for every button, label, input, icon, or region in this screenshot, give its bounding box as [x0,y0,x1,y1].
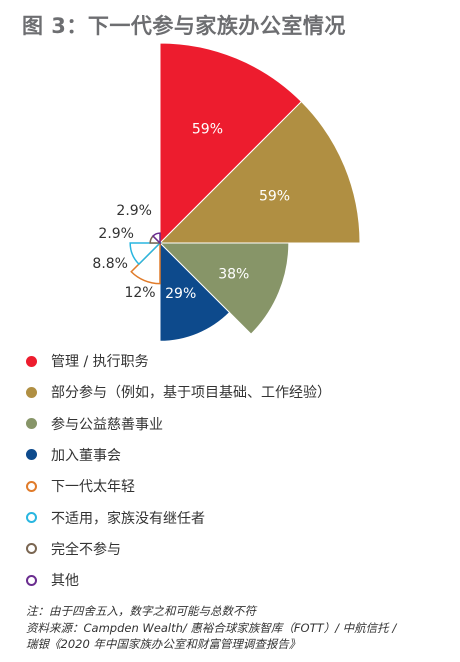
legend-marker-icon [26,386,37,398]
data-label-8: 2.9% [116,203,152,219]
legend-marker-icon [26,543,37,555]
legend-item-5: 下一代太年轻 [26,475,135,497]
legend-label: 部分参与（例如，基于项目基础、工作经验） [51,385,331,402]
legend-label: 参与公益慈善事业 [51,416,163,433]
legend-item-2: 部分参与（例如，基于项目基础、工作经验） [26,381,331,403]
note-rounding: 注：由于四舍五入，数字之和可能与总数不符 [26,604,256,618]
legend-item-3: 参与公益慈善事业 [26,413,163,435]
legend-marker-icon [26,480,37,492]
data-label-5: 12% [124,285,155,301]
pie-slice-2 [158,100,361,244]
legend-label: 下一代太年轻 [51,479,135,496]
legend-label: 其他 [51,573,79,590]
chart-title: 图 3：下一代参与家族办公室情况 [22,14,346,38]
data-label-3: 38% [218,267,249,283]
pie-slice-4 [159,241,231,342]
legend-label: 加入董事会 [51,447,121,464]
pie-slice-1 [159,42,303,245]
data-label-1: 59% [192,121,223,137]
pie-slice-5 [130,241,161,285]
legend-label: 管理 / 执行职务 [51,354,149,370]
legend-marker-icon [26,449,37,461]
legend-item-8: 其他 [26,569,79,591]
legend-item-4: 加入董事会 [26,444,121,466]
legend-marker-icon [26,574,37,586]
data-label-6: 8.8% [92,256,128,272]
pie-slice-6 [129,242,162,266]
data-label-2: 59% [259,189,290,205]
legend-marker-icon [26,418,37,430]
footnotes: 注：由于四舍五入，数字之和可能与总数不符 资料来源：Campden Wealth… [26,603,396,653]
data-label-7: 2.9% [98,226,134,242]
legend-marker-icon [26,512,37,523]
legend-item-6: 不适用，家族没有继任者 [26,507,205,529]
polar-area-chart: 59% 59% 38% 29% 12% 8.8% 2.9% 2.9% [92,42,361,342]
legend-item-1: 管理 / 执行职务 [26,350,149,372]
note-report: 瑞银《2020 年中国家族办公室和财富管理调查报告》 [26,637,301,651]
note-source: 资料来源：Campden Wealth/ 惠裕合球家族智库（FOTT）/ 中航信… [26,620,397,635]
legend-label: 不适用，家族没有继任者 [51,510,205,527]
legend-marker-icon [26,355,37,367]
legend-label: 完全不参与 [51,541,121,558]
legend-item-7: 完全不参与 [26,538,121,560]
data-label-4: 29% [165,286,196,302]
pie-slice-8 [151,232,161,245]
pie-slice-3 [158,242,290,335]
